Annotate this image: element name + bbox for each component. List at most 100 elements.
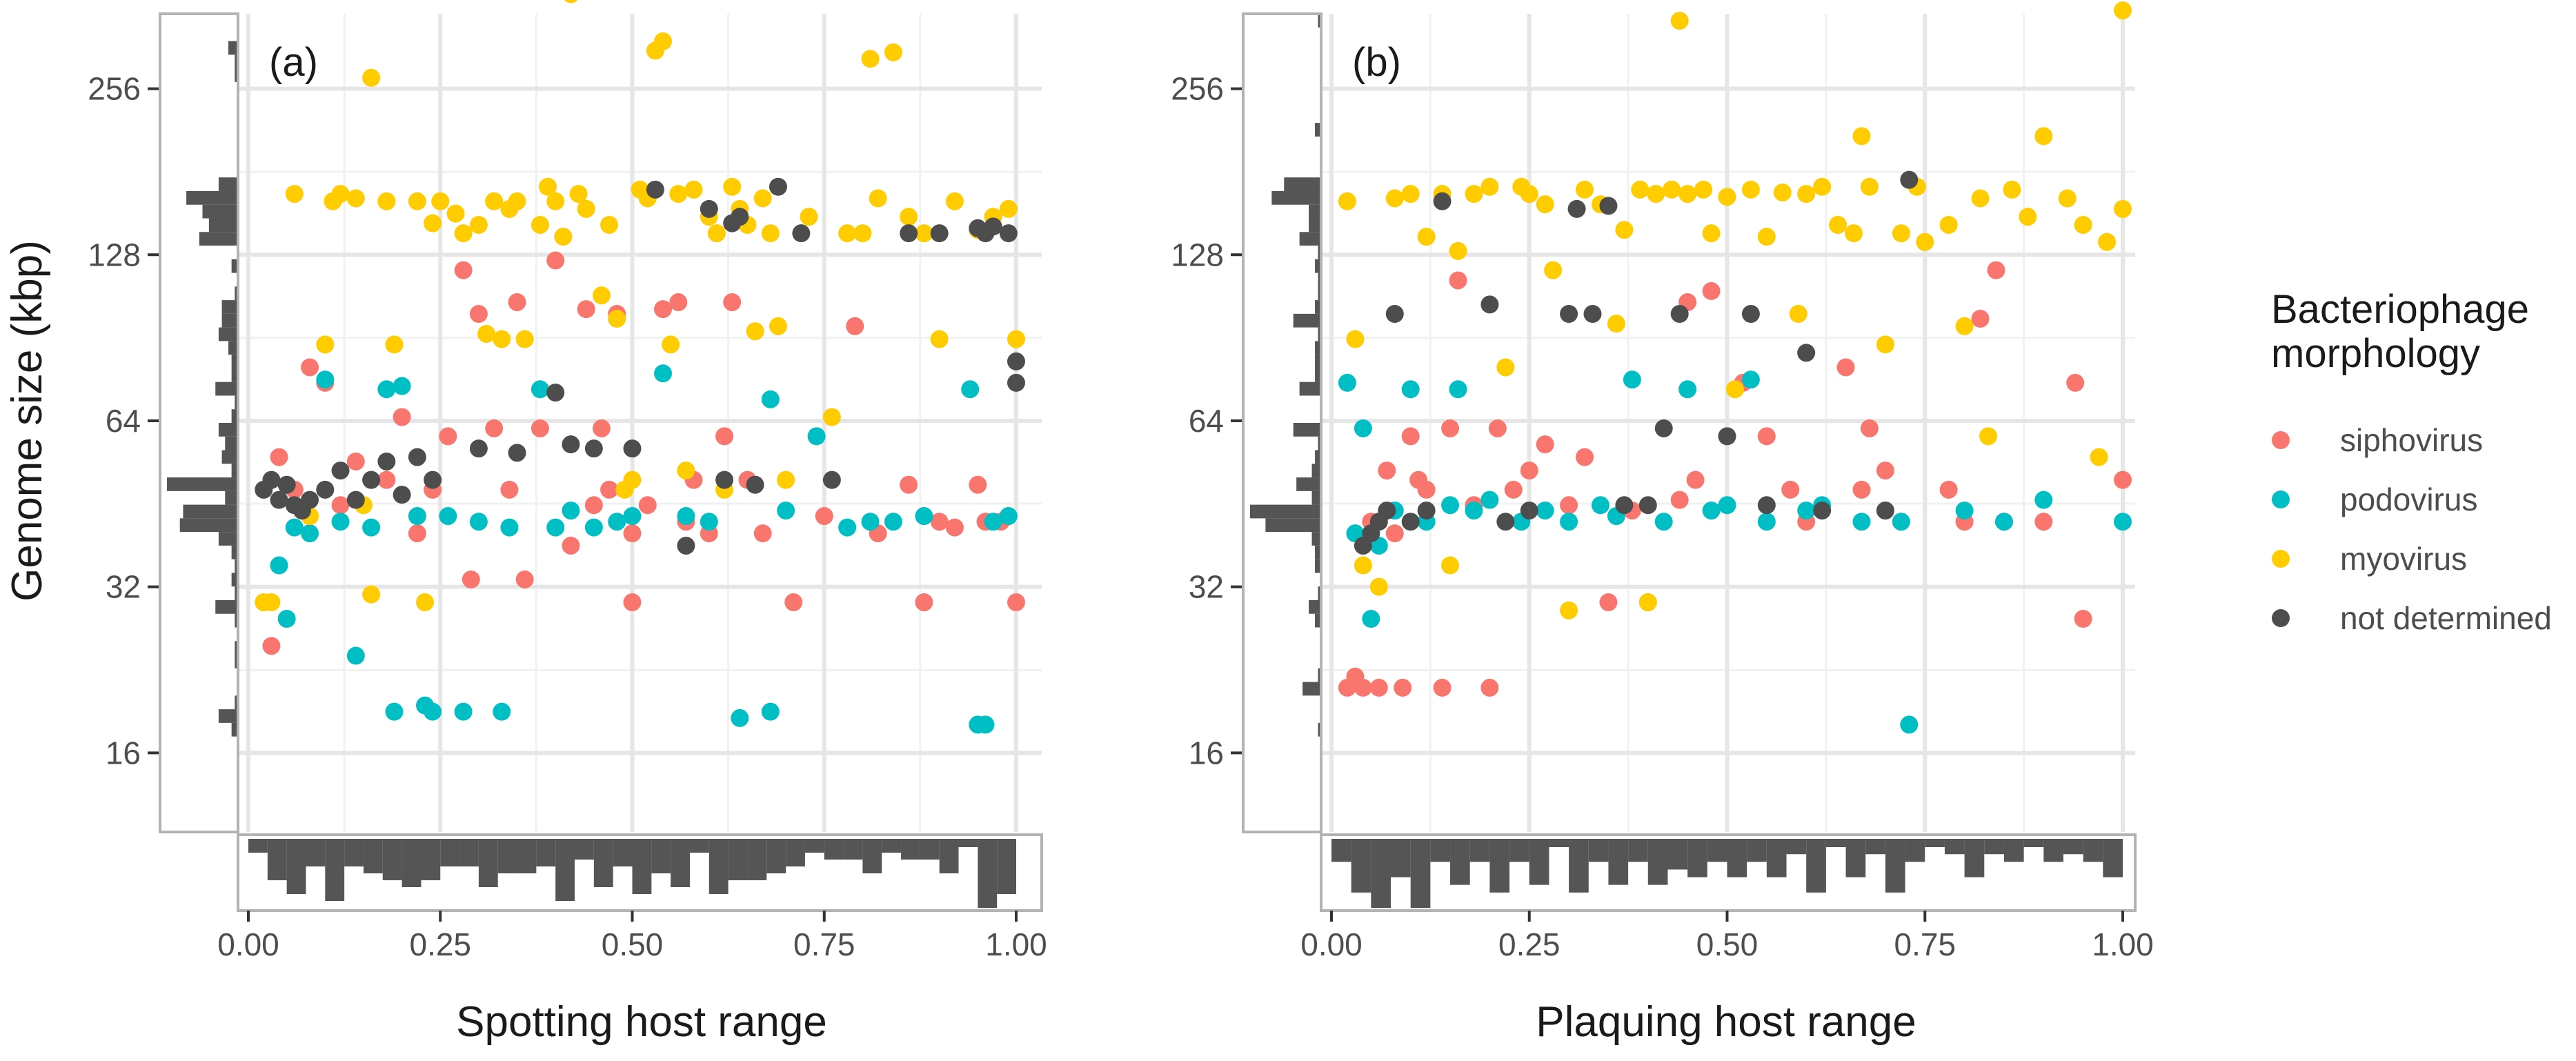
point-podovirus [1678,380,1697,399]
point-myovirus [915,224,933,243]
x-histogram-bar [901,839,920,860]
point-siphovirus [1560,496,1578,515]
point-siphovirus [2034,513,2053,531]
point-not-determined [346,490,365,509]
point-myovirus [2058,189,2077,208]
y-histogram-bar [1250,504,1321,519]
point-podovirus [531,380,549,399]
y-histogram-bar [1311,464,1321,478]
point-not-determined [984,217,1002,236]
x-histogram-bar [804,839,824,853]
x-histogram-bar [1647,839,1668,885]
y-histogram-bar [231,409,238,423]
point-not-determined [769,177,787,196]
point-siphovirus [945,518,964,537]
point-not-determined [700,199,718,218]
point-podovirus [1338,373,1356,392]
point-myovirus [508,192,526,210]
point-myovirus [408,192,426,210]
x-histogram-bar [421,839,441,880]
point-not-determined [301,490,319,509]
point-myovirus [2003,180,2021,199]
point-podovirus [277,610,296,628]
point-podovirus [346,646,365,665]
point-not-determined [1560,304,1578,323]
point-siphovirus [1007,593,1025,612]
point-siphovirus [846,317,864,335]
point-podovirus [608,513,626,531]
y-tick-label: 256 [88,71,141,107]
point-podovirus [761,390,780,408]
x-histogram-bar [1865,839,1885,855]
point-siphovirus [531,419,549,437]
point-not-determined [1599,197,1618,215]
y-histogram-bar [1318,668,1321,682]
point-siphovirus [1433,678,1452,697]
y-histogram-bar [231,368,238,382]
point-myovirus [454,224,473,243]
x-histogram-bar [1509,839,1529,862]
point-siphovirus [393,408,411,426]
legend-item-label: not determined [2340,600,2552,636]
y-histogram-bar [1315,355,1321,368]
point-myovirus [1829,215,1847,234]
point-not-determined [1813,502,1832,520]
point-myovirus [1757,228,1776,246]
x-histogram-bar [248,839,268,853]
point-podovirus [1591,496,1609,515]
plot-area [238,14,1042,832]
point-podovirus [2114,513,2132,531]
point-not-determined [424,470,442,489]
point-myovirus [1401,185,1420,204]
point-siphovirus [1702,281,1721,300]
x-histogram-bar [382,839,402,880]
legend-title: Bacteriophage [2271,287,2529,332]
y-tick-label: 128 [88,237,141,272]
point-podovirus [1441,496,1460,515]
y-histogram-bar [218,423,238,437]
y-histogram-bar [202,204,238,219]
point-podovirus [915,507,933,526]
point-siphovirus [562,536,580,555]
point-podovirus [654,364,673,383]
point-not-determined [1583,304,1602,323]
point-podovirus [1797,502,1816,520]
point-siphovirus [930,513,949,531]
x-histogram-bar [402,839,422,887]
y-histogram-bar [1315,259,1321,273]
x-histogram-bar [1628,839,1648,862]
point-myovirus [554,228,573,246]
y-histogram-bar [221,450,238,464]
point-podovirus [439,507,457,526]
x-axis-title: Spotting host range [456,998,827,1046]
point-not-determined [1615,496,1634,515]
point-myovirus [316,335,335,354]
point-podovirus [584,518,603,537]
point-myovirus [1631,180,1649,199]
point-siphovirus [1394,678,1412,697]
point-myovirus [1939,215,1958,234]
x-histogram-bar [1885,839,1905,893]
y-histogram-bar [235,586,238,600]
point-siphovirus [1939,480,1958,499]
point-podovirus [2034,490,2053,509]
x-histogram-bar [1588,839,1609,862]
x-histogram-bar [1905,839,1925,862]
y-histogram-bar [1315,123,1321,137]
x-histogram-bar [1786,839,1807,855]
y-histogram-bar [231,722,238,737]
point-siphovirus [1354,678,1372,697]
point-not-determined [1757,496,1776,515]
point-siphovirus [1504,480,1523,499]
point-myovirus [723,177,742,196]
point-siphovirus [1488,419,1507,437]
y-histogram-bar [1299,232,1321,246]
x-histogram-bar [1845,839,1866,877]
point-not-determined [362,470,381,489]
point-myovirus [654,32,673,50]
y-histogram-bar [1318,722,1321,737]
point-myovirus [1789,304,1807,323]
x-histogram-bar [1687,839,1707,877]
point-myovirus [853,224,872,243]
point-podovirus [884,513,902,531]
